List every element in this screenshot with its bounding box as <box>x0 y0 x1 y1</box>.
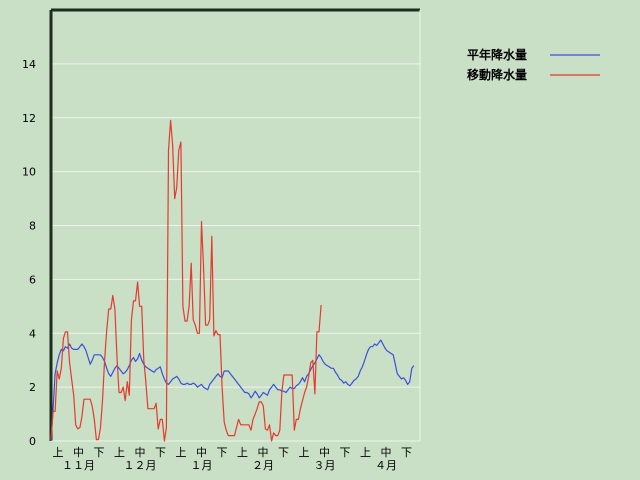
y-tick-label: 6 <box>29 273 36 286</box>
y-tick-label: 8 <box>29 220 36 233</box>
x-sub-label: 中 <box>73 446 84 459</box>
legend-label-normal-precip: 平年降水量 <box>467 47 527 62</box>
x-sub-label: 上 <box>176 446 187 459</box>
x-sub-label: 中 <box>196 446 207 459</box>
y-tick-label: 2 <box>29 381 36 394</box>
grid-layer <box>51 63 420 388</box>
legend: 平年降水量 移動降水量 <box>467 47 600 82</box>
x-month-label: １１月 <box>62 459 95 472</box>
x-sub-label: 中 <box>135 446 146 459</box>
x-sub-label: 上 <box>360 446 371 459</box>
x-month-label: １２月 <box>124 459 157 472</box>
series-layer <box>50 119 415 442</box>
y-tick-label: 14 <box>22 58 36 71</box>
x-sub-label: 下 <box>94 446 105 459</box>
x-sub-label: 下 <box>401 446 412 459</box>
x-sub-label: 中 <box>381 446 392 459</box>
legend-label-moving-precip: 移動降水量 <box>467 67 527 82</box>
y-tick-label: 4 <box>29 327 36 340</box>
y-tick-label: 10 <box>22 166 36 179</box>
x-sub-label: 下 <box>278 446 289 459</box>
x-month-label: ３月 <box>314 459 336 472</box>
axis-layer: 0 2 4 6 8 10 12 14 <box>22 8 421 448</box>
x-sub-label: 上 <box>299 446 310 459</box>
x-sub-label: 下 <box>340 446 351 459</box>
series-line-normal-precip <box>50 339 415 442</box>
x-axis-labels: 上中下１１月上中下１２月上中下１月上中下２月上中下３月上中下４月 <box>53 446 413 472</box>
x-month-label: ４月 <box>375 459 397 472</box>
x-month-label: ２月 <box>252 459 274 472</box>
x-sub-label: 下 <box>217 446 228 459</box>
x-sub-label: 上 <box>114 446 125 459</box>
x-sub-label: 中 <box>319 446 330 459</box>
x-sub-label: 下 <box>155 446 166 459</box>
x-sub-label: 上 <box>237 446 248 459</box>
y-tick-label: 12 <box>22 112 36 125</box>
x-month-label: １月 <box>191 459 213 472</box>
series-line-moving-precip <box>50 119 322 442</box>
y-tick-label: 0 <box>29 435 36 448</box>
x-sub-label: 中 <box>258 446 269 459</box>
x-sub-label: 上 <box>53 446 64 459</box>
